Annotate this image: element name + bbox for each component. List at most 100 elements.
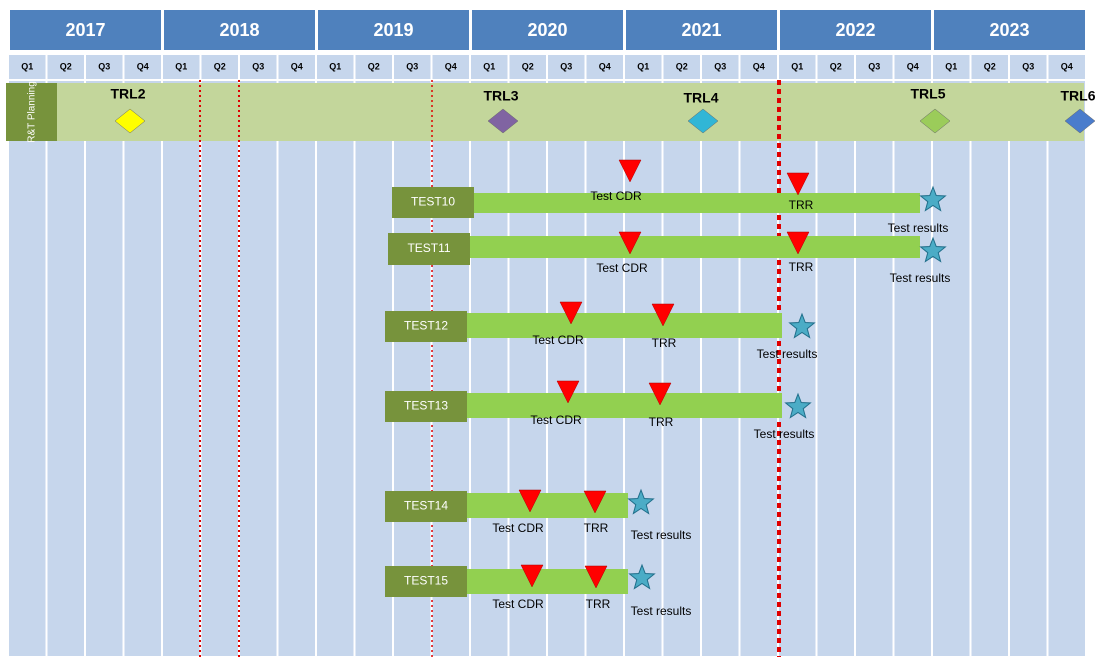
quarter-cell (9, 55, 46, 79)
test-label: TEST12 (404, 319, 448, 333)
quarter-label: Q2 (984, 61, 996, 71)
timeline-column (124, 81, 161, 656)
quarter-cell (1010, 55, 1047, 79)
timeline-column (856, 81, 893, 656)
quarter-label: Q4 (1061, 61, 1073, 71)
result-star (784, 392, 812, 419)
timeline-column (240, 81, 277, 656)
quarter-cell (971, 55, 1008, 79)
milestone-label: Test results (631, 528, 692, 542)
milestone-label: TRR (652, 336, 677, 350)
quarter-label: Q3 (252, 61, 264, 71)
quarter-label: Q3 (1022, 61, 1034, 71)
quarter-cell (740, 55, 777, 79)
timeline-column (278, 81, 315, 656)
quarter-label: Q2 (60, 61, 72, 71)
year-header (780, 10, 931, 50)
review-triangle (518, 489, 542, 513)
timeline-column (47, 81, 84, 656)
review-triangle (786, 231, 810, 255)
quarter-label: Q1 (483, 61, 495, 71)
trl-label: TRL4 (684, 90, 719, 106)
milestone-label: Test CDR (532, 333, 584, 347)
test-label: TEST14 (404, 499, 448, 513)
year-label: 2022 (835, 20, 875, 40)
milestone-label: Test CDR (596, 261, 648, 275)
quarter-cell (625, 55, 662, 79)
milestone-label: TRR (649, 415, 674, 429)
timeline-column (1010, 81, 1047, 656)
quarter-label: Q2 (368, 61, 380, 71)
review-triangle (584, 565, 608, 589)
quarter-label: Q3 (406, 61, 418, 71)
quarter-cell (933, 55, 970, 79)
timeline-column (548, 81, 585, 656)
timeline-column (779, 81, 816, 656)
quarter-cell (894, 55, 931, 79)
test-label-box (385, 491, 467, 522)
quarter-cell (1048, 55, 1085, 79)
timeline-column (509, 81, 546, 656)
quarter-label: Q2 (676, 61, 688, 71)
milestone-label: Test results (890, 271, 951, 285)
trl-diamond (919, 108, 951, 134)
timeline-column (355, 81, 392, 656)
year-header (164, 10, 315, 50)
year-header (10, 10, 161, 50)
milestone-label: Test CDR (492, 521, 544, 535)
quarter-label: Q3 (560, 61, 572, 71)
quarter-label: Q3 (98, 61, 110, 71)
year-header (626, 10, 777, 50)
quarter-label: Q4 (291, 61, 303, 71)
milestone-label: Test CDR (590, 189, 642, 203)
planning-label: R&T Planning (27, 81, 38, 143)
milestone-label: Test results (754, 427, 815, 441)
milestone-label: Test results (888, 221, 949, 235)
timeline-column (740, 81, 777, 656)
timeline-column (163, 81, 200, 656)
quarter-label: Q1 (21, 61, 33, 71)
review-triangle (583, 490, 607, 514)
quarter-cell (856, 55, 893, 79)
test-bar (467, 493, 628, 518)
quarter-cell (86, 55, 123, 79)
quarter-label: Q4 (137, 61, 149, 71)
quarter-cell (240, 55, 277, 79)
timeline-column (971, 81, 1008, 656)
quarter-cell (163, 55, 200, 79)
quarter-cell (432, 55, 469, 79)
trl-diamond (114, 108, 146, 134)
milestone-label: Test CDR (492, 597, 544, 611)
milestone-label: Test results (757, 347, 818, 361)
timeline-column (702, 81, 739, 656)
trl-label: TRL2 (111, 86, 146, 102)
result-star (919, 185, 947, 212)
test-label: TEST15 (404, 574, 448, 588)
timeline-column (894, 81, 931, 656)
planning-band (6, 83, 1084, 141)
review-triangle (651, 303, 675, 327)
test-label-box (385, 311, 467, 342)
quarter-cell (817, 55, 854, 79)
review-triangle (648, 382, 672, 406)
result-star (627, 488, 655, 515)
year-label: 2018 (219, 20, 259, 40)
result-star (788, 312, 816, 339)
quarter-cell (471, 55, 508, 79)
milestone-label: TRR (586, 597, 611, 611)
quarter-cell (702, 55, 739, 79)
timeline-column (663, 81, 700, 656)
planning-label-box (6, 83, 57, 141)
year-label: 2017 (65, 20, 105, 40)
year-label: 2021 (681, 20, 721, 40)
quarter-cell (586, 55, 623, 79)
timeline-column (317, 81, 354, 656)
review-triangle (618, 159, 642, 183)
quarter-label: Q4 (599, 61, 611, 71)
quarter-label: Q1 (791, 61, 803, 71)
quarter-label: Q3 (868, 61, 880, 71)
trl-label: TRL6 (1061, 88, 1096, 104)
quarter-label: Q1 (637, 61, 649, 71)
year-label: 2023 (989, 20, 1029, 40)
